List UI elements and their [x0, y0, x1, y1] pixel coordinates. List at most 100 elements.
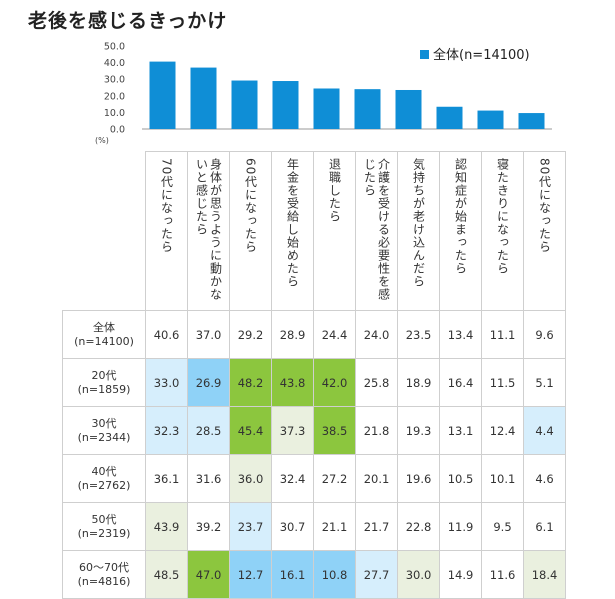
table-cell: 38.5	[313, 406, 356, 455]
row-label: 30代	[91, 416, 117, 430]
category-header: 70代になったら	[145, 151, 188, 311]
table-cell: 28.5	[187, 406, 230, 455]
category-header: 年金を受給し始めたら	[271, 151, 314, 311]
category-header: 認知症が始まったら	[439, 151, 482, 311]
table-cell: 10.1	[481, 454, 524, 503]
row-header: 40代 (n=2762)	[62, 454, 146, 503]
row-label: 全体	[93, 320, 115, 334]
table-cell: 37.0	[187, 310, 230, 359]
table-cell: 42.0	[313, 358, 356, 407]
table-cell: 22.8	[397, 502, 440, 551]
table-cell: 48.5	[145, 550, 188, 599]
table-cell: 36.0	[229, 454, 272, 503]
y-tick-label: 20.0	[104, 91, 125, 102]
category-label: 寝たきりになったら	[495, 158, 510, 275]
y-tick-label: 50.0	[104, 42, 125, 53]
table-cell: 10.5	[439, 454, 482, 503]
table-cell: 9.6	[523, 310, 566, 359]
table-cell: 21.7	[355, 502, 398, 551]
y-tick-label: 30.0	[104, 75, 125, 86]
row-label: (n=2319)	[77, 526, 131, 540]
table-cell: 21.1	[313, 502, 356, 551]
bar	[313, 88, 340, 129]
row-header: 全体 (n=14100)	[62, 310, 146, 359]
table-cell: 27.7	[355, 550, 398, 599]
table-cell: 10.8	[313, 550, 356, 599]
row-label: 20代	[91, 368, 117, 382]
table-cell: 9.5	[481, 502, 524, 551]
table-cell: 20.1	[355, 454, 398, 503]
table-cell: 11.9	[439, 502, 482, 551]
bar	[354, 89, 381, 129]
table-cell: 19.3	[397, 406, 440, 455]
category-label: 年金を受給し始めたら	[285, 158, 300, 288]
y-tick-label: 10.0	[104, 108, 125, 119]
row-header: 60～70代 (n=4816)	[62, 550, 146, 599]
bar	[272, 81, 299, 129]
table-corner	[62, 151, 146, 311]
table-cell: 11.6	[481, 550, 524, 599]
table-cell: 16.1	[271, 550, 314, 599]
table-cell: 32.3	[145, 406, 188, 455]
table-cell: 13.1	[439, 406, 482, 455]
table-cell: 45.4	[229, 406, 272, 455]
category-label: 気持ちが老け込んだら	[411, 158, 426, 288]
unit-label: (%)	[95, 136, 109, 145]
row-label: 40代	[91, 464, 117, 478]
row-label: (n=4816)	[77, 574, 131, 588]
table-cell: 26.9	[187, 358, 230, 407]
category-header: 寝たきりになったら	[481, 151, 524, 311]
table-cell: 24.4	[313, 310, 356, 359]
table-cell: 14.9	[439, 550, 482, 599]
row-label: 50代	[91, 512, 117, 526]
bar	[518, 113, 545, 129]
data-table: 70代になったら 身体が思うように動かないと感じたら 60代になったら 年金を受給し始…	[62, 151, 566, 599]
table-cell: 16.4	[439, 358, 482, 407]
chart-title: 老後を感じるきっかけ	[28, 10, 228, 32]
row-header: 30代 (n=2344)	[62, 406, 146, 455]
bar	[149, 61, 176, 129]
category-header: 介護を受ける必要性を感じたら	[355, 151, 398, 311]
table-row: 20代 (n=1859) 33.0 26.9 48.2 43.8 42.0 25.8 18.9 1…	[62, 358, 566, 407]
category-header: 60代になったら	[229, 151, 272, 311]
table-cell: 33.0	[145, 358, 188, 407]
table-cell: 6.1	[523, 502, 566, 551]
table-cell: 36.1	[145, 454, 188, 503]
row-label: (n=14100)	[74, 334, 134, 348]
row-label: (n=1859)	[77, 382, 131, 396]
category-header: 退職したら	[313, 151, 356, 311]
table-row: 全体 (n=14100) 40.6 37.0 29.2 28.9 24.4 24.0 23.5 1…	[62, 310, 566, 359]
category-label: 60代になったら	[243, 158, 258, 254]
row-label: 60～70代	[79, 560, 129, 574]
category-header: 身体が思うように動かないと感じたら	[187, 151, 230, 311]
table-cell: 5.1	[523, 358, 566, 407]
table-row: 60～70代 (n=4816) 48.5 47.0 12.7 16.1 10.8 27.7 30…	[62, 550, 566, 599]
table-cell: 12.4	[481, 406, 524, 455]
category-header: 気持ちが老け込んだら	[397, 151, 440, 311]
table-cell: 40.6	[145, 310, 188, 359]
table-cell: 25.8	[355, 358, 398, 407]
table-cell: 11.1	[481, 310, 524, 359]
table-cell: 21.8	[355, 406, 398, 455]
table-cell: 28.9	[271, 310, 314, 359]
category-label: 身体が思うように動かないと感じたら	[194, 158, 223, 301]
table-header-row: 70代になったら 身体が思うように動かないと感じたら 60代になったら 年金を受給し始…	[62, 151, 566, 311]
bar-chart: 0.0 10.0 20.0 30.0 40.0 50.0 (%) 全体(n=14100)	[95, 42, 552, 145]
table-cell: 37.3	[271, 406, 314, 455]
table-cell: 31.6	[187, 454, 230, 503]
table-cell: 43.8	[271, 358, 314, 407]
table-cell: 13.4	[439, 310, 482, 359]
category-label: 70代になったら	[159, 158, 174, 254]
table-cell: 30.7	[271, 502, 314, 551]
table-row: 40代 (n=2762) 36.1 31.6 36.0 32.4 27.2 20.1 19.6 1…	[62, 454, 566, 503]
category-header: 80代になったら	[523, 151, 566, 311]
table-cell: 43.9	[145, 502, 188, 551]
table-cell: 24.0	[355, 310, 398, 359]
row-header: 50代 (n=2319)	[62, 502, 146, 551]
table-cell: 18.4	[523, 550, 566, 599]
category-label: 退職したら	[327, 158, 342, 223]
table-cell: 11.5	[481, 358, 524, 407]
table-cell: 4.6	[523, 454, 566, 503]
table-row: 30代 (n=2344) 32.3 28.5 45.4 37.3 38.5 21.8 19.3 1…	[62, 406, 566, 455]
table-cell: 39.2	[187, 502, 230, 551]
